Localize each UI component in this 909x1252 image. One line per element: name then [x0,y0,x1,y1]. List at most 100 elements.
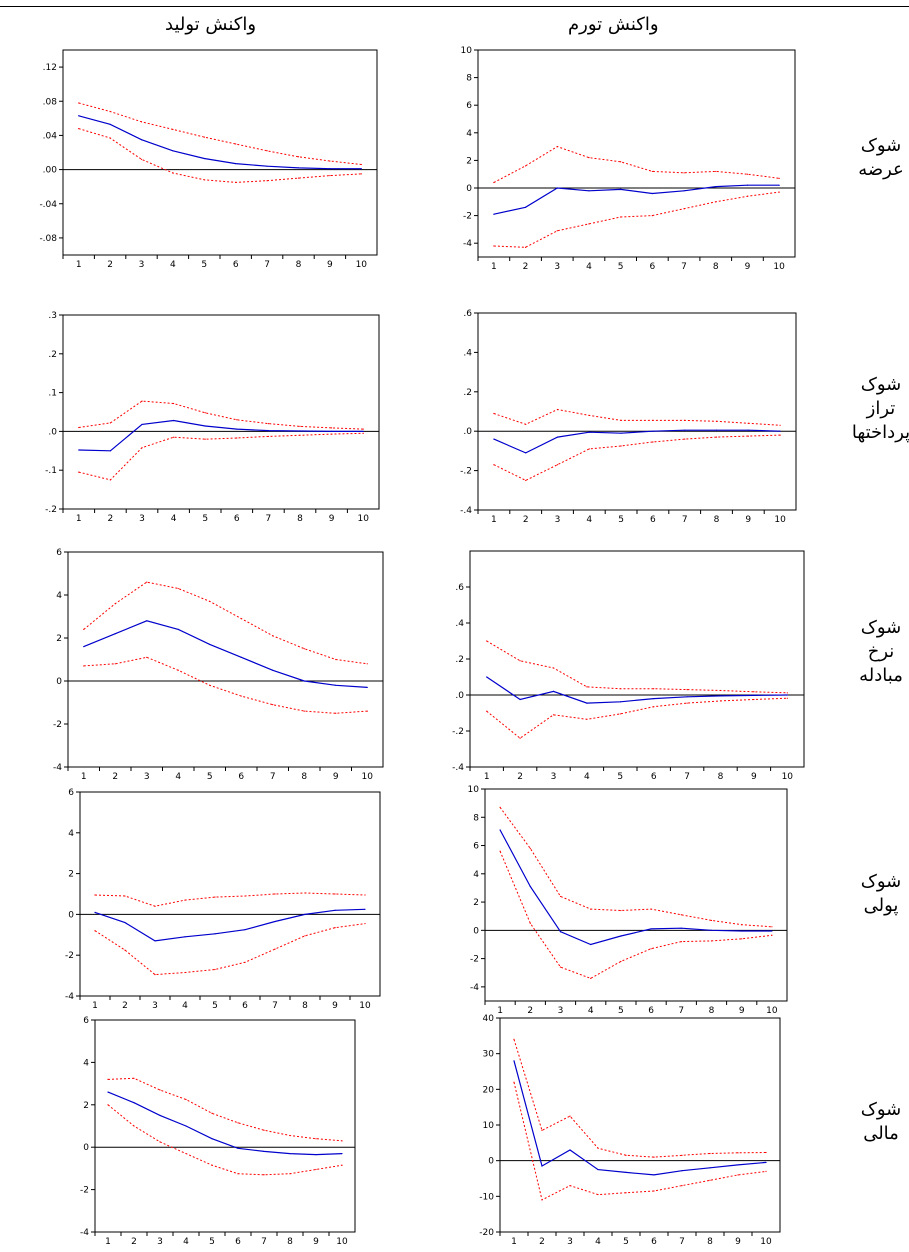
data-point-response [297,167,300,169]
y-tick-label: -4 [65,992,74,1002]
data-point-response [107,1091,109,1093]
data-point-upper [78,426,80,429]
data-point-upper [525,423,527,425]
data-point-lower [588,448,590,450]
data-point-lower [525,479,527,482]
x-tick-label: 6 [233,260,239,270]
x-tick-label: 7 [272,1001,278,1011]
data-point-lower [620,960,622,963]
data-point-response [681,1170,683,1172]
series-line-response [94,908,366,942]
y-tick-label: 4 [473,870,479,880]
data-point-lower [366,710,368,712]
x-tick-label: 5 [207,772,213,782]
x-tick-label: 3 [558,1006,564,1016]
x-tick-label: 1 [484,772,490,782]
series-line-lower [486,697,788,739]
data-point-lower [184,971,186,974]
data-point-lower [173,436,175,438]
data-point-upper [556,146,558,148]
series-line-upper [78,400,364,430]
x-tick-label: 4 [586,515,592,525]
data-point-upper [588,414,590,417]
y-tick-label: -.4 [452,763,464,773]
data-point-response [159,1114,161,1116]
row-label-line: مبادله [859,665,903,686]
data-point-lower [493,464,495,466]
x-tick-label: 9 [745,515,751,525]
data-point-upper [124,895,126,897]
x-tick-label: 6 [651,772,657,782]
y-tick-label: -.2 [45,505,57,515]
data-point-upper [267,423,269,425]
data-point-upper [529,847,531,849]
data-point-upper [590,908,592,910]
data-point-upper [107,1078,109,1080]
data-point-response [778,184,780,186]
y-tick-label: -4 [80,1228,89,1238]
row-label-line: شوک [860,871,902,892]
x-tick-label: 8 [287,1237,293,1247]
chart-bop-inflation: .6 .4 .2 .0 -.2 -.4 1 2 3 4 5 6 7 8 9 10 [460,309,797,525]
data-point-lower [203,179,205,181]
row-label-line: نرخ [867,641,895,662]
y-tick-label: .1 [48,389,57,399]
x-tick-label: 4 [595,1237,601,1247]
chart-monetary-output: 6 4 2 0 -2 -4 1 2 3 4 5 6 7 8 9 10 [65,788,381,1011]
data-point-upper [366,663,368,665]
x-tick-label: 9 [735,1237,741,1247]
data-point-response [651,192,653,195]
data-point-upper [499,806,501,808]
data-point-upper [173,402,175,405]
y-tick-label: 2 [56,634,62,644]
data-point-lower [715,436,718,438]
series-line-lower [513,1082,767,1201]
y-tick-label: 10 [461,46,473,56]
data-point-upper [299,425,301,427]
x-tick-label: 10 [359,1001,371,1011]
data-point-lower [588,223,590,225]
y-tick-label: 0 [68,910,74,920]
data-point-upper [146,581,148,583]
data-point-lower [765,1170,767,1172]
data-point-lower [779,434,781,436]
x-tick-label: 3 [551,772,557,782]
x-tick-label: 8 [297,514,303,524]
y-tick-label: .0 [455,691,464,701]
data-point-response [184,936,186,938]
data-point-lower [335,712,337,714]
data-point-upper [133,1077,135,1079]
data-point-lower [304,935,306,937]
series-line-lower [83,656,368,714]
data-point-response [747,429,749,431]
data-point-response [214,933,216,935]
series-line-upper [83,581,368,665]
x-tick-label: 8 [301,772,307,782]
data-point-lower [651,215,653,217]
x-tick-label: 4 [171,514,177,524]
data-point-lower [569,1185,571,1187]
y-tick-label: .6 [455,583,464,593]
data-point-lower [172,172,174,174]
y-tick-label: -10 [479,1192,494,1202]
data-point-response [715,186,717,188]
data-point-lower [556,464,559,466]
data-point-lower [620,216,622,218]
data-point-lower [513,1081,515,1083]
data-point-response [620,432,622,434]
y-tick-label: -.4 [460,506,472,516]
data-point-response [303,680,305,682]
data-point-upper [154,905,156,907]
x-tick-label: 4 [183,1237,189,1247]
data-point-response [133,1102,135,1104]
x-tick-label: 7 [264,260,270,270]
data-point-response [653,1174,655,1176]
series-line-response [493,429,781,454]
data-point-response [334,909,336,911]
data-point-response [83,646,85,648]
data-point-lower [154,973,156,976]
data-point-upper [620,419,622,421]
data-point-upper [78,102,80,104]
data-point-lower [741,938,743,940]
data-point-lower [211,1164,213,1166]
